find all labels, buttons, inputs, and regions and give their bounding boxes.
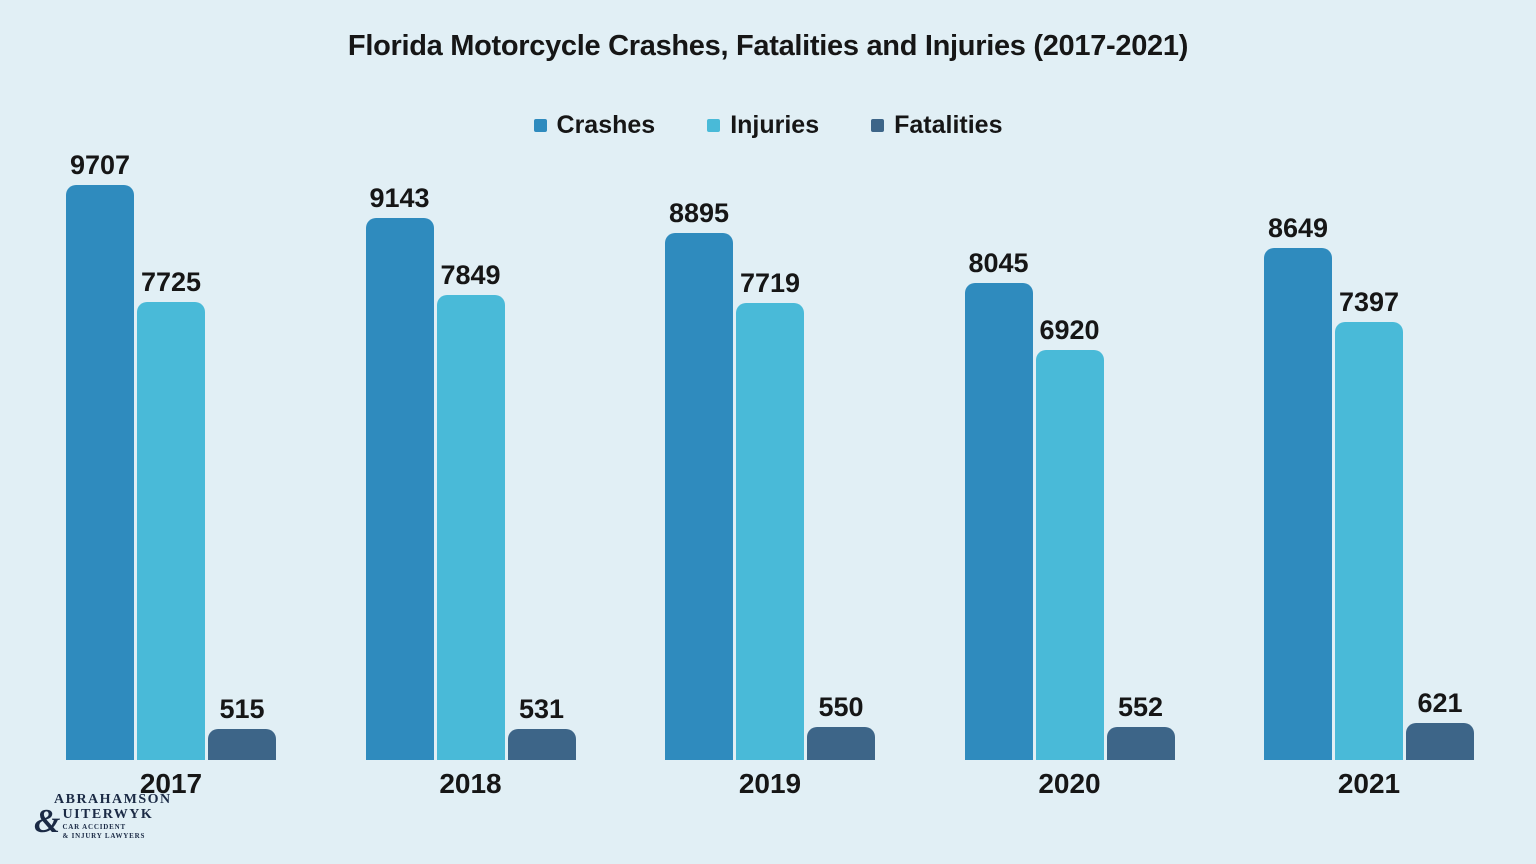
value-label-injuries-2017: 7725 (140, 267, 202, 297)
logo-tagline-line2: & INJURY LAWYERS (62, 832, 146, 840)
value-label-crashes-2021: 8649 (1267, 213, 1329, 243)
value-label-crashes-2018: 9143 (369, 183, 430, 213)
x-axis-label-2019: 2019 (738, 768, 802, 799)
bar-column-injuries-2017: 7725 (137, 267, 205, 760)
bar-crashes-2018 (365, 218, 434, 760)
value-label-injuries-2019: 7719 (739, 268, 801, 298)
value-label-crashes-2017: 9707 (69, 150, 131, 180)
bar-fatalities-2019 (807, 727, 875, 760)
bar-crashes-2017 (66, 185, 134, 760)
bar-column-injuries-2021: 7397 (1335, 287, 1403, 760)
logo-tagline-line1: CAR ACCIDENT (62, 823, 126, 831)
bar-group-2017: 9707 7725 515 2017 (65, 145, 277, 800)
x-axis-label-2018: 2018 (439, 768, 502, 799)
legend: Crashes Injuries Fatalities (0, 111, 1536, 140)
bar-fatalities-2021 (1406, 723, 1474, 760)
bar-injuries-2021 (1335, 322, 1403, 760)
logo-name-line2: UITERWYK (62, 807, 154, 822)
bar-fatalities-2017 (208, 729, 276, 760)
x-axis-label-2021: 2021 (1337, 768, 1401, 799)
bar-column-crashes-2018: 9143 (365, 183, 434, 760)
bar-column-fatalities-2018: 531 (507, 694, 576, 760)
value-label-injuries-2018: 7849 (440, 260, 501, 290)
legend-label-injuries: Injuries (730, 111, 820, 139)
value-label-injuries-2021: 7397 (1338, 287, 1400, 317)
logo-ampersand: & (34, 803, 61, 840)
bar-injuries-2019 (736, 303, 804, 760)
bar-fatalities-2020 (1106, 727, 1175, 760)
bar-column-injuries-2020: 6920 (1035, 315, 1104, 760)
legend-item-fatalities: Fatalities (871, 111, 1002, 140)
bar-fatalities-2018 (507, 729, 576, 760)
bar-groups: 9707 7725 515 2017 9143 7849 531 2018 8895 7719 55… (0, 145, 1536, 800)
value-label-fatalities-2020: 552 (1117, 692, 1164, 722)
bar-column-injuries-2018: 7849 (436, 260, 505, 760)
bar-injuries-2020 (1035, 350, 1104, 760)
law-firm-logo: ABRAHAMSON & UITERWYK CAR ACCIDENT & INJ… (34, 793, 172, 840)
bar-column-fatalities-2019: 550 (807, 692, 875, 760)
value-label-fatalities-2017: 515 (219, 694, 265, 724)
value-label-fatalities-2019: 550 (818, 692, 864, 722)
logo-name-line1: ABRAHAMSON (54, 792, 172, 807)
bar-column-crashes-2019: 8895 (665, 198, 733, 760)
injuries-swatch-icon (707, 119, 721, 132)
bar-injuries-2018 (436, 295, 505, 760)
legend-item-injuries: Injuries (707, 111, 819, 140)
x-axis-label-2017: 2017 (139, 768, 203, 799)
bar-group-2021: 8649 7397 621 2021 (1263, 145, 1475, 800)
bar-column-crashes-2020: 8045 (964, 248, 1033, 760)
value-label-injuries-2020: 6920 (1039, 315, 1100, 345)
legend-item-crashes: Crashes (533, 111, 656, 140)
value-label-fatalities-2018: 531 (518, 694, 565, 724)
bar-group-2019: 8895 7719 550 2019 (664, 145, 876, 800)
bar-crashes-2019 (665, 233, 733, 760)
bar-crashes-2021 (1264, 248, 1332, 760)
bar-column-fatalities-2021: 621 (1406, 688, 1474, 760)
bar-column-fatalities-2017: 515 (208, 694, 276, 760)
legend-label-crashes: Crashes (556, 111, 656, 139)
bar-column-crashes-2021: 8649 (1264, 213, 1332, 760)
value-label-crashes-2019: 8895 (668, 198, 730, 228)
fatalities-swatch-icon (871, 119, 885, 132)
bar-group-2020: 8045 6920 552 2020 (964, 145, 1176, 800)
legend-label-fatalities: Fatalities (894, 111, 1003, 139)
bar-column-injuries-2019: 7719 (736, 268, 804, 760)
crashes-swatch-icon (533, 119, 547, 132)
x-axis-label-2020: 2020 (1038, 768, 1101, 799)
value-label-fatalities-2021: 621 (1417, 688, 1463, 718)
bar-group-2018: 9143 7849 531 2018 (365, 145, 577, 800)
value-label-crashes-2020: 8045 (968, 248, 1029, 278)
bar-crashes-2020 (964, 283, 1033, 760)
chart-title: Florida Motorcycle Crashes, Fatalities a… (347, 30, 1189, 62)
bar-column-crashes-2017: 9707 (66, 150, 134, 760)
bar-injuries-2017 (137, 302, 205, 760)
bar-column-fatalities-2020: 552 (1106, 692, 1175, 760)
